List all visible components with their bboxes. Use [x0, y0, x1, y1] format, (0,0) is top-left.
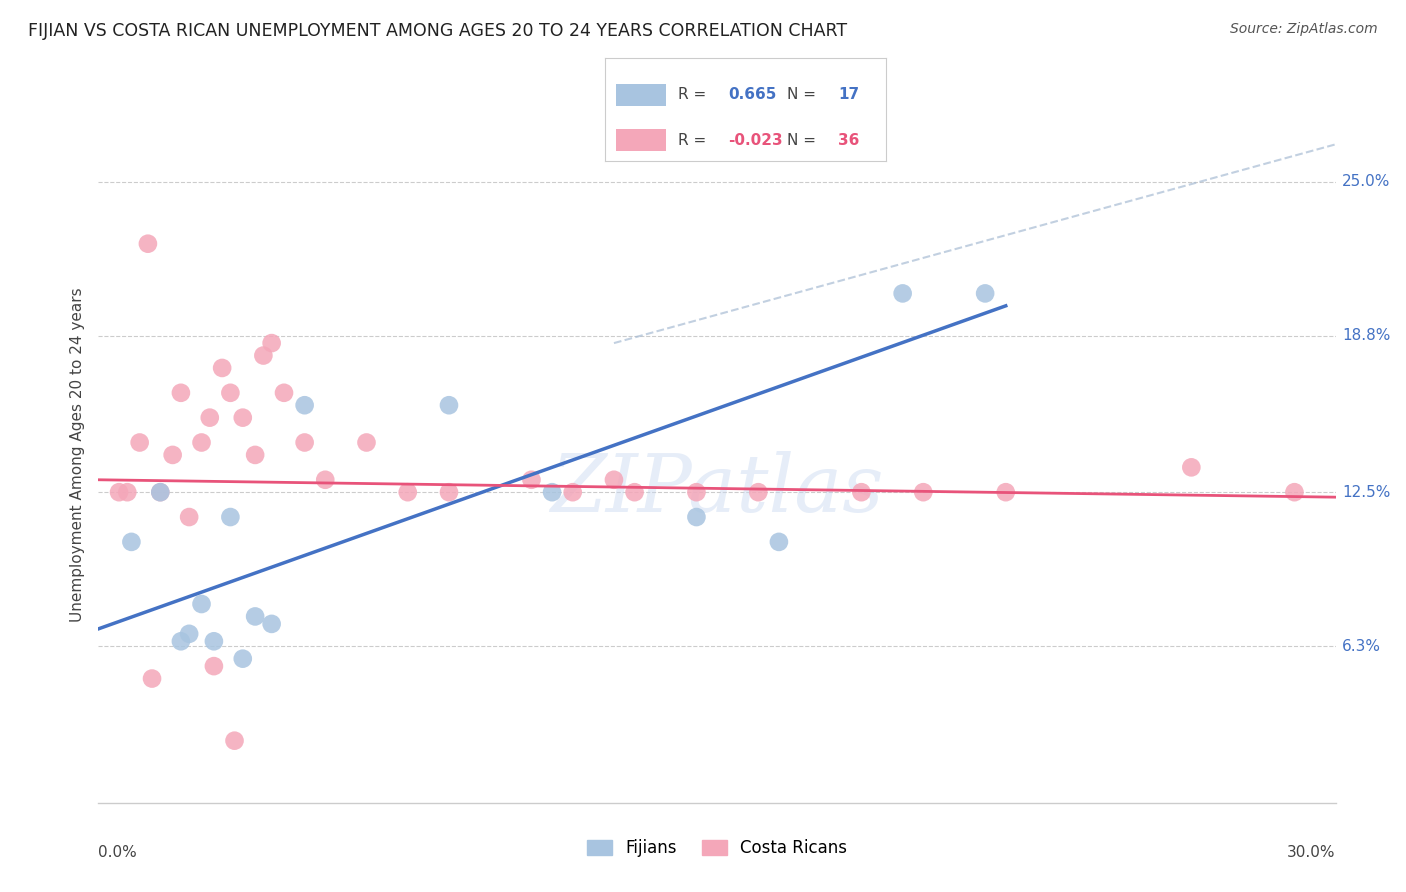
- Point: [912, 485, 935, 500]
- Point: [396, 485, 419, 500]
- Text: -0.023: -0.023: [728, 133, 783, 147]
- Text: R =: R =: [678, 87, 711, 103]
- Text: 12.5%: 12.5%: [1341, 484, 1391, 500]
- Text: 36: 36: [838, 133, 859, 147]
- Text: N =: N =: [787, 87, 821, 103]
- Text: 0.0%: 0.0%: [98, 845, 138, 860]
- Point: [747, 485, 769, 500]
- Point: [149, 485, 172, 500]
- Point: [520, 473, 543, 487]
- Text: 30.0%: 30.0%: [1288, 845, 1336, 860]
- Point: [685, 485, 707, 500]
- Point: [179, 510, 201, 524]
- Point: [243, 609, 266, 624]
- Point: [314, 473, 336, 487]
- Point: [603, 473, 626, 487]
- Point: [198, 410, 221, 425]
- Text: 6.3%: 6.3%: [1341, 639, 1381, 654]
- Point: [170, 634, 193, 648]
- Point: [623, 485, 645, 500]
- Point: [190, 597, 212, 611]
- Point: [260, 616, 283, 631]
- Point: [294, 435, 316, 450]
- Text: 17: 17: [838, 87, 859, 103]
- Text: N =: N =: [787, 133, 821, 147]
- Point: [851, 485, 873, 500]
- Point: [170, 385, 193, 400]
- Point: [179, 627, 201, 641]
- Point: [232, 410, 254, 425]
- Point: [437, 485, 460, 500]
- Point: [202, 634, 225, 648]
- Point: [141, 672, 163, 686]
- Point: [128, 435, 150, 450]
- Point: [768, 535, 790, 549]
- Point: [219, 385, 242, 400]
- Point: [219, 510, 242, 524]
- Point: [243, 448, 266, 462]
- Point: [685, 510, 707, 524]
- Point: [294, 398, 316, 412]
- Text: FIJIAN VS COSTA RICAN UNEMPLOYMENT AMONG AGES 20 TO 24 YEARS CORRELATION CHART: FIJIAN VS COSTA RICAN UNEMPLOYMENT AMONG…: [28, 22, 848, 40]
- Point: [541, 485, 564, 500]
- Point: [994, 485, 1017, 500]
- Text: ZIPatlas: ZIPatlas: [550, 451, 884, 528]
- Point: [273, 385, 295, 400]
- Text: Source: ZipAtlas.com: Source: ZipAtlas.com: [1230, 22, 1378, 37]
- Point: [117, 485, 139, 500]
- Point: [149, 485, 172, 500]
- Point: [561, 485, 583, 500]
- Point: [891, 286, 914, 301]
- Point: [136, 236, 159, 251]
- Point: [974, 286, 997, 301]
- Point: [202, 659, 225, 673]
- Point: [162, 448, 184, 462]
- Point: [211, 361, 233, 376]
- Point: [232, 651, 254, 665]
- FancyBboxPatch shape: [616, 128, 666, 152]
- Point: [120, 535, 142, 549]
- Legend: Fijians, Costa Ricans: Fijians, Costa Ricans: [581, 833, 853, 864]
- Point: [356, 435, 378, 450]
- Point: [1284, 485, 1306, 500]
- Point: [108, 485, 131, 500]
- Text: R =: R =: [678, 133, 711, 147]
- Y-axis label: Unemployment Among Ages 20 to 24 years: Unemployment Among Ages 20 to 24 years: [69, 287, 84, 623]
- Point: [437, 398, 460, 412]
- Point: [260, 336, 283, 351]
- Point: [252, 349, 274, 363]
- Point: [224, 733, 246, 747]
- Text: 25.0%: 25.0%: [1341, 174, 1391, 189]
- Point: [190, 435, 212, 450]
- Point: [1180, 460, 1202, 475]
- Text: 18.8%: 18.8%: [1341, 328, 1391, 343]
- Text: 0.665: 0.665: [728, 87, 776, 103]
- FancyBboxPatch shape: [616, 84, 666, 106]
